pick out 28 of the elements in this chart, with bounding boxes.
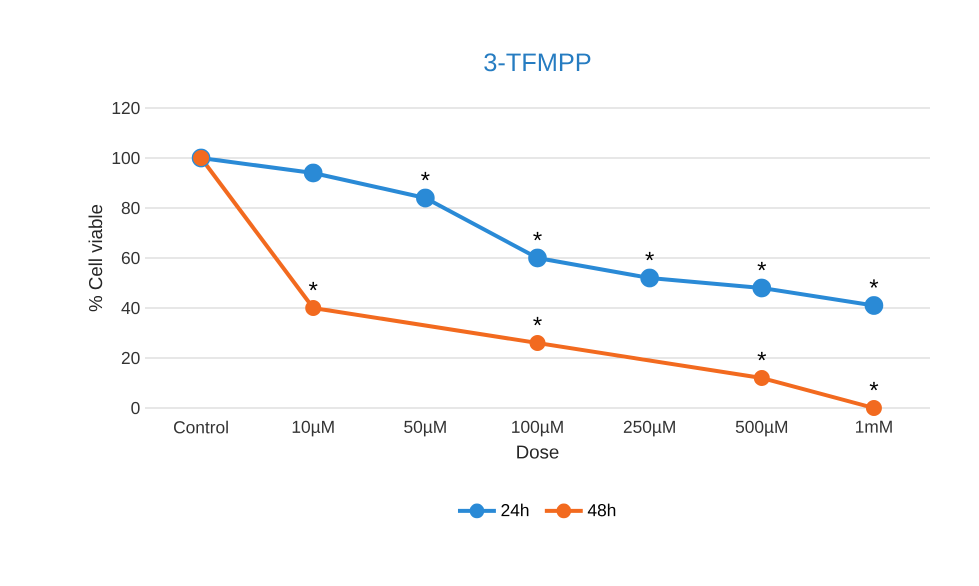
- legend-label: 48h: [588, 504, 616, 516]
- x-tick-label: Control: [174, 420, 228, 434]
- y-tick-label: 20: [122, 352, 140, 364]
- annotation: *: [533, 316, 542, 326]
- y-tick-label: 0: [131, 402, 140, 414]
- y-tick-label: 80: [122, 202, 140, 214]
- annotation: *: [645, 252, 654, 260]
- annotation: *: [870, 382, 878, 390]
- x-tick-label: 1mM: [856, 420, 892, 433]
- annotation: *: [757, 352, 766, 360]
- y-tick-label: 120: [112, 102, 140, 114]
- legend-label: 24h: [501, 504, 528, 516]
- annotation: *: [308, 282, 318, 290]
- annotation: *: [757, 262, 766, 270]
- x-tick-label: 250µM: [624, 420, 675, 436]
- annotation: *: [421, 172, 430, 180]
- annotation: *: [533, 232, 542, 240]
- y-tick-label: 40: [121, 302, 140, 314]
- x-axis-title: Dose: [517, 446, 558, 459]
- annotation: *: [870, 279, 878, 288]
- y-axis-title: % Cell viable: [88, 204, 102, 312]
- x-tick-label: 50µM: [404, 420, 446, 436]
- chart-title: 3-TFMPP: [484, 53, 590, 72]
- x-tick-label: 100µM: [512, 420, 563, 436]
- x-tick-label: 10µM: [292, 420, 334, 436]
- y-tick-label: 60: [122, 252, 140, 264]
- x-tick-label: 500µM: [736, 420, 788, 436]
- y-tick-label: 100: [112, 152, 140, 164]
